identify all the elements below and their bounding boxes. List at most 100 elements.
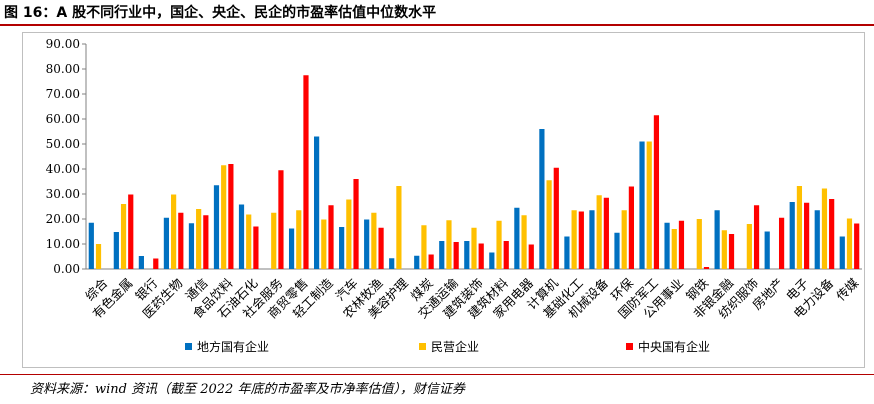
bar-local-soe	[88, 222, 94, 269]
legend-label: 民营企业	[431, 339, 479, 354]
bar-private	[696, 219, 702, 269]
y-tick-label: 30.00	[46, 187, 80, 201]
bar-private	[446, 220, 452, 269]
figure-title: 图 16：A 股不同行业中，国企、央企、民企的市盈率估值中位数水平	[4, 5, 437, 21]
bar-central-soe	[478, 243, 484, 269]
bar-central-soe	[203, 215, 209, 269]
bar-private	[346, 199, 352, 269]
bar-central-soe	[378, 227, 384, 269]
legend-swatch	[185, 343, 192, 350]
bar-local-soe	[639, 141, 645, 269]
bar-local-soe	[188, 223, 195, 269]
bar-local-soe	[389, 258, 395, 269]
bar-central-soe	[628, 186, 634, 269]
bar-local-soe	[314, 136, 320, 269]
bar-central-soe	[678, 220, 685, 269]
bar-private	[671, 229, 677, 269]
bar-central-soe	[453, 242, 459, 269]
bar-central-soe	[128, 194, 134, 269]
bar-local-soe	[364, 219, 370, 269]
legend-swatch	[626, 343, 633, 350]
bar-central-soe	[528, 244, 534, 269]
y-tick-label: 80.00	[46, 62, 80, 76]
bar-private	[95, 244, 102, 269]
bar-private	[196, 209, 202, 269]
bar-local-soe	[439, 241, 445, 269]
y-tick-label: 0.00	[53, 262, 80, 276]
title-rule	[0, 24, 874, 26]
bar-local-soe	[514, 207, 520, 269]
bar-local-soe	[163, 217, 170, 269]
bar-central-soe	[178, 212, 184, 269]
y-tick-label: 60.00	[46, 112, 80, 126]
bar-private	[371, 212, 377, 269]
bar-local-soe	[238, 204, 245, 269]
bar-central-soe	[854, 223, 860, 269]
bar-central-soe	[153, 258, 159, 269]
y-tick-label: 40.00	[46, 162, 80, 176]
bar-local-soe	[113, 232, 119, 269]
bar-private	[271, 212, 277, 269]
bar-private	[721, 230, 727, 269]
bar-private	[421, 225, 427, 269]
source-note: 资料来源：wind 资讯（截至 2022 年底的市盈率及市净率估值），财信证券	[30, 382, 465, 397]
bar-central-soe	[328, 205, 334, 269]
y-tick-label: 90.00	[46, 37, 80, 51]
bar-local-soe	[464, 241, 470, 269]
bar-local-soe	[714, 210, 720, 269]
bar-local-soe	[414, 255, 420, 269]
bar-central-soe	[553, 167, 559, 269]
bar-private	[296, 210, 302, 269]
bar-local-soe	[589, 210, 595, 269]
bar-local-soe	[664, 222, 670, 269]
bar-local-soe	[789, 202, 795, 269]
bar-local-soe	[839, 236, 845, 269]
bar-private	[171, 194, 177, 269]
legend-label: 地方国有企业	[197, 339, 269, 354]
x-tick-label: 传媒	[833, 275, 862, 304]
bar-private	[596, 195, 602, 269]
bar-central-soe	[603, 197, 609, 269]
bar-private	[746, 224, 752, 269]
source-rule	[0, 374, 874, 375]
bar-central-soe	[703, 267, 710, 269]
bar-local-soe	[614, 232, 620, 269]
bar-private	[646, 141, 652, 269]
bar-local-soe	[489, 252, 495, 269]
bar-central-soe	[578, 211, 584, 269]
bar-central-soe	[278, 170, 284, 269]
bar-private	[796, 186, 803, 269]
bar-private	[621, 210, 627, 269]
bar-local-soe	[539, 129, 545, 269]
y-tick-label: 20.00	[46, 212, 80, 226]
bar-central-soe	[778, 217, 785, 269]
bar-central-soe	[303, 75, 309, 269]
bar-private	[496, 220, 502, 269]
bar-central-soe	[829, 199, 835, 269]
bar-central-soe	[503, 241, 509, 269]
bar-local-soe	[213, 185, 220, 269]
legend-swatch	[419, 343, 426, 350]
bar-private	[221, 165, 227, 269]
bar-local-soe	[814, 210, 820, 269]
bar-private	[846, 218, 853, 269]
bar-central-soe	[253, 226, 259, 269]
bar-central-soe	[428, 254, 434, 269]
bar-private	[120, 204, 127, 269]
bar-private	[521, 215, 527, 269]
chart-frame	[22, 32, 865, 368]
bar-private	[246, 214, 252, 269]
bar-local-soe	[764, 231, 770, 269]
bar-local-soe	[339, 227, 345, 269]
bar-central-soe	[728, 234, 735, 269]
bar-private	[471, 227, 477, 269]
bar-central-soe	[228, 164, 234, 269]
bar-central-soe	[753, 205, 760, 269]
bar-central-soe	[804, 202, 810, 269]
bar-private	[546, 180, 552, 269]
bar-local-soe	[138, 256, 144, 269]
bar-central-soe	[653, 115, 660, 269]
y-tick-label: 70.00	[46, 87, 80, 101]
legend-label: 中央国有企业	[638, 339, 710, 354]
